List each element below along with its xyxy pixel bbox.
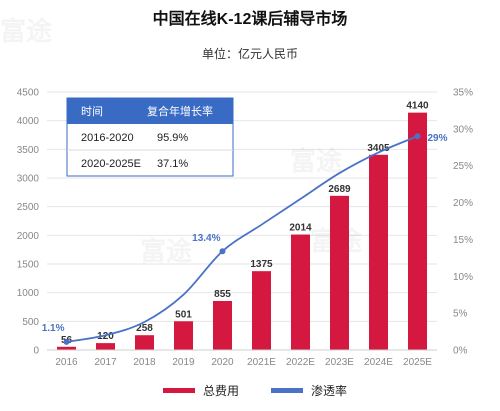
y-left-tick-label: 4500: [17, 88, 40, 99]
bar: [330, 195, 349, 350]
x-tick-label: 2024E: [364, 357, 393, 368]
penetration-line: [66, 135, 418, 343]
table-header-cell: 复合年增长率: [147, 104, 213, 118]
y-right-tick-label: 5%: [453, 309, 468, 320]
table-cell: 2016-2020: [81, 132, 134, 144]
y-left-tick-label: 3000: [17, 174, 40, 185]
y-left-tick-label: 2000: [17, 231, 40, 242]
x-axis: 2016 2017 2018 2019 2020 2021E 2022E 2023E 2024E…: [47, 349, 437, 368]
grid: [47, 91, 437, 351]
x-tick-label: 2017: [94, 357, 117, 368]
y-right-tick-label: 20%: [453, 198, 473, 209]
bar-value-label: 3405: [367, 143, 390, 154]
x-tick-label: 2016: [55, 357, 78, 368]
bar-series: 5612025850185513752014268934054140: [57, 101, 429, 350]
bar: [213, 300, 232, 350]
line-point: [414, 133, 421, 140]
y-right-tick-label: 15%: [453, 235, 473, 246]
y-left-tick-label: 2500: [17, 202, 40, 213]
y-left-tick-label: 500: [22, 317, 39, 328]
y-left-tick-label: 4000: [17, 116, 40, 127]
chart-subtitle: 单位：亿元人民币: [202, 46, 298, 61]
table-cell: 37.1%: [157, 158, 188, 170]
bar: [57, 346, 76, 350]
bar-value-label: 855: [214, 289, 231, 300]
y-right-tick-label: 0%: [453, 346, 468, 357]
x-tick-label: 2019: [172, 357, 195, 368]
y-right-tick-label: 30%: [453, 124, 473, 135]
x-tick-label: 2025E: [403, 357, 432, 368]
bar: [96, 343, 115, 350]
y-right-tick-label: 35%: [453, 88, 473, 99]
legend-line-swatch: [271, 388, 303, 393]
y-right-tick-label: 25%: [453, 161, 473, 172]
y-left-tick-label: 3500: [17, 145, 40, 156]
watermark: 富途: [0, 16, 53, 46]
line-point: [219, 248, 226, 255]
legend-line-label: 渗透率: [311, 383, 347, 398]
chart-title: 中国在线K-12课后辅导市场: [153, 9, 348, 28]
x-tick-label: 2020: [211, 357, 234, 368]
bar-value-label: 501: [175, 309, 192, 320]
y-right-tick-label: 10%: [453, 272, 473, 283]
bar: [135, 335, 154, 350]
table-cell: 95.9%: [157, 132, 188, 144]
bar: [408, 112, 427, 350]
bar-value-label: 4140: [406, 101, 429, 112]
watermark: 富途: [140, 236, 193, 266]
bar-value-label: 258: [136, 323, 153, 334]
line-point: [63, 338, 70, 345]
line-series: 1.1% 13.4% 29%: [42, 133, 448, 345]
x-tick-label: 2018: [133, 357, 156, 368]
bar: [174, 321, 193, 350]
bar-value-label: 2689: [328, 184, 351, 195]
watermark: 富途: [290, 146, 343, 176]
table-header-row: [67, 98, 233, 124]
bar-value-label: 1375: [250, 259, 273, 270]
line-value-label: 1.1%: [42, 323, 65, 334]
table-header-cell: 时间: [81, 105, 103, 118]
bar-value-label: 2014: [289, 223, 312, 234]
y-left-tick-label: 1000: [17, 288, 40, 299]
y-left-tick-label: 0: [33, 346, 39, 357]
y-axis-right: 0% 5% 10% 15% 20% 25% 30% 35%: [453, 88, 473, 357]
x-tick-label: 2023E: [325, 357, 354, 368]
y-left-tick-label: 1500: [17, 260, 40, 271]
table-cell: 2020-2025E: [81, 158, 141, 170]
bar: [291, 234, 310, 350]
cagr-table: 时间 复合年增长率 2016-2020 95.9% 2020-2025E 37.1%: [66, 97, 234, 177]
legend-bar-label: 总费用: [203, 384, 239, 398]
x-tick-label: 2022E: [286, 357, 315, 368]
y-axis-left: 0 500 1000 1500 2000 2500 3000 3500 4000 4500: [17, 88, 40, 357]
x-tick-label: 2021E: [247, 357, 276, 368]
line-value-label: 13.4%: [192, 233, 220, 244]
bar: [369, 154, 388, 350]
bar-value-label: 120: [97, 331, 114, 342]
line-value-label: 29%: [428, 133, 448, 144]
legend-bar-swatch: [163, 388, 195, 393]
watermarks: 富途 富途 富途 富途: [0, 16, 363, 266]
legend: 总费用 渗透率: [163, 383, 347, 398]
bar: [252, 271, 271, 350]
